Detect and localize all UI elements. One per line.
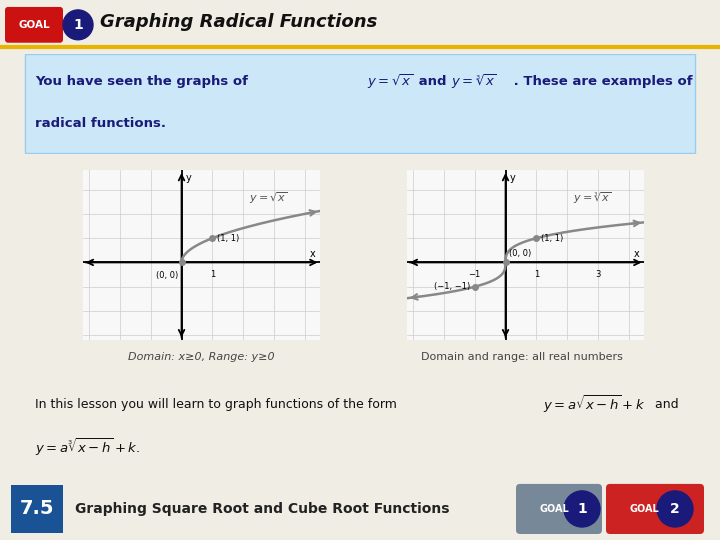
Text: $y=\sqrt{x}$: $y=\sqrt{x}$ [366, 72, 413, 91]
Text: $y=a\sqrt{x-h}+k$: $y=a\sqrt{x-h}+k$ [543, 394, 645, 415]
Text: (1, 1): (1, 1) [541, 234, 563, 242]
Text: Domain: x≥0, Range: y≥0: Domain: x≥0, Range: y≥0 [128, 353, 275, 362]
Text: 7.5: 7.5 [19, 500, 54, 518]
Circle shape [63, 10, 93, 40]
Circle shape [564, 491, 600, 527]
FancyBboxPatch shape [5, 7, 63, 43]
FancyBboxPatch shape [516, 484, 602, 534]
Text: In this lesson you will learn to graph functions of the form: In this lesson you will learn to graph f… [35, 398, 401, 411]
Text: 1: 1 [210, 270, 215, 279]
Text: y: y [185, 172, 191, 183]
FancyBboxPatch shape [606, 484, 704, 534]
Text: Graphing Square Root and Cube Root Functions: Graphing Square Root and Cube Root Funct… [75, 502, 449, 516]
Text: 1: 1 [534, 270, 539, 279]
Text: Graphing Radical Functions: Graphing Radical Functions [100, 13, 377, 31]
Text: 1: 1 [73, 18, 83, 32]
Text: GOAL: GOAL [540, 504, 570, 514]
Text: $y = \sqrt[3]{x}$: $y = \sqrt[3]{x}$ [573, 190, 612, 206]
Text: −1: −1 [469, 270, 481, 279]
FancyBboxPatch shape [25, 55, 695, 153]
Text: $y=a\sqrt[3]{x-h}+k.$: $y=a\sqrt[3]{x-h}+k.$ [35, 436, 140, 458]
FancyBboxPatch shape [11, 485, 63, 533]
Text: GOAL: GOAL [18, 20, 50, 30]
Circle shape [657, 491, 693, 527]
Text: (0, 0): (0, 0) [156, 271, 179, 280]
Text: and: and [651, 398, 679, 411]
Text: . These are examples of: . These are examples of [509, 76, 693, 89]
Text: 2: 2 [670, 502, 680, 516]
Text: Domain and range: all real numbers: Domain and range: all real numbers [421, 353, 623, 362]
Text: and: and [414, 76, 451, 89]
Text: You have seen the graphs of: You have seen the graphs of [35, 76, 253, 89]
Text: 1: 1 [577, 502, 587, 516]
Text: (1, 1): (1, 1) [217, 234, 239, 242]
Text: $y=\sqrt[3]{x}$: $y=\sqrt[3]{x}$ [451, 72, 498, 91]
Text: x: x [634, 249, 640, 259]
Text: radical functions.: radical functions. [35, 117, 166, 131]
Text: x: x [310, 249, 316, 259]
Text: (−1, −1): (−1, −1) [434, 282, 470, 291]
Text: 3: 3 [595, 270, 600, 279]
Text: (0, 0): (0, 0) [508, 248, 531, 258]
Text: y: y [509, 172, 515, 183]
Text: $y = \sqrt{x}$: $y = \sqrt{x}$ [249, 190, 289, 206]
Text: GOAL: GOAL [630, 504, 660, 514]
